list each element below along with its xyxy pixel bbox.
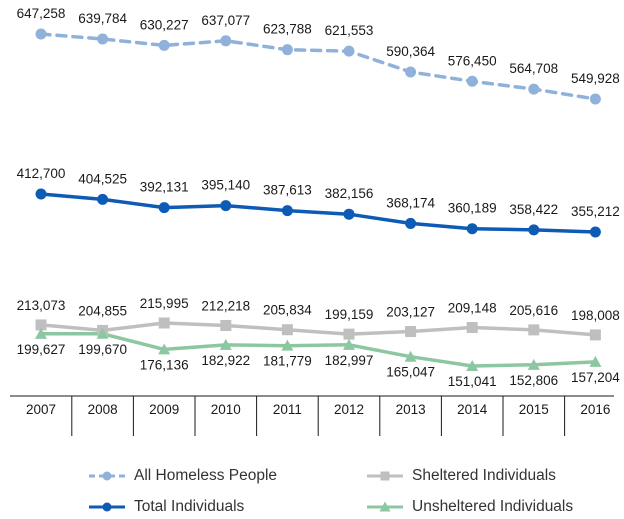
data-point-sheltered	[589, 329, 601, 341]
x-tick-label: 2014	[457, 402, 488, 417]
data-label-unsheltered: 182,997	[325, 353, 374, 368]
data-label-unsheltered: 199,670	[78, 342, 127, 357]
data-point-total-individuals	[220, 200, 232, 212]
data-label-sheltered: 212,218	[201, 299, 250, 314]
data-label-total-individuals: 404,525	[78, 171, 127, 186]
data-point-unsheltered	[35, 327, 47, 339]
data-point-unsheltered	[158, 343, 171, 355]
data-point-sheltered	[528, 324, 540, 336]
x-tick-label: 2013	[396, 402, 426, 417]
data-point-unsheltered	[96, 327, 109, 339]
data-label-all-homeless: 549,928	[571, 71, 620, 86]
series-line-unsheltered	[39, 332, 598, 368]
data-point-total-individuals	[158, 202, 170, 214]
data-point-all-homeless	[35, 28, 47, 40]
data-label-all-homeless: 621,553	[325, 23, 374, 38]
x-tick-label: 2009	[149, 402, 179, 417]
x-tick-label: 2008	[88, 402, 118, 417]
data-label-sheltered: 199,159	[325, 307, 374, 322]
data-point-sheltered	[466, 322, 478, 334]
data-label-total-individuals: 358,422	[509, 202, 558, 217]
data-label-unsheltered: 151,041	[448, 374, 497, 389]
data-point-total-individuals	[281, 205, 293, 217]
data-point-sheltered	[281, 324, 293, 336]
data-point-sheltered	[405, 326, 417, 338]
data-label-all-homeless: 637,077	[201, 13, 250, 28]
data-label-total-individuals: 412,700	[17, 166, 66, 181]
data-point-sheltered	[35, 319, 47, 331]
data-label-all-homeless: 639,784	[78, 11, 127, 26]
data-point-all-homeless	[220, 35, 232, 47]
data-label-sheltered: 215,995	[140, 296, 189, 311]
data-label-unsheltered: 181,779	[263, 354, 312, 369]
data-label-sheltered: 205,616	[509, 303, 558, 318]
series-line-sheltered	[39, 321, 598, 337]
data-point-total-individuals	[466, 223, 478, 235]
data-point-unsheltered	[466, 360, 479, 371]
data-label-all-homeless: 590,364	[386, 44, 435, 59]
data-label-total-individuals: 368,174	[386, 195, 435, 210]
data-label-sheltered: 205,834	[263, 303, 312, 318]
x-tick-label: 2011	[273, 402, 302, 417]
data-point-all-homeless	[466, 75, 478, 87]
data-label-unsheltered: 157,204	[571, 370, 620, 385]
data-point-all-homeless	[97, 33, 109, 45]
data-point-unsheltered	[404, 350, 417, 362]
data-point-all-homeless	[158, 39, 170, 51]
data-point-all-homeless	[528, 83, 540, 95]
data-label-sheltered: 204,855	[78, 303, 127, 318]
data-label-total-individuals: 360,189	[448, 201, 497, 216]
x-tick-label: 2010	[211, 402, 241, 417]
data-point-unsheltered	[589, 355, 602, 367]
data-point-all-homeless	[589, 93, 601, 105]
data-label-sheltered: 213,073	[17, 298, 66, 313]
data-label-total-individuals: 395,140	[201, 178, 250, 193]
data-label-total-individuals: 387,613	[263, 183, 312, 198]
data-point-total-individuals	[589, 226, 601, 238]
data-label-all-homeless: 647,258	[17, 6, 66, 21]
x-tick-label: 2016	[580, 402, 610, 417]
data-label-unsheltered: 176,136	[140, 357, 189, 372]
data-point-sheltered	[220, 320, 232, 332]
data-point-sheltered	[158, 317, 170, 329]
data-label-unsheltered: 152,806	[509, 373, 558, 388]
data-point-unsheltered	[281, 339, 294, 351]
data-point-total-individuals	[528, 224, 540, 236]
data-point-unsheltered	[219, 338, 232, 350]
data-label-all-homeless: 623,788	[263, 22, 312, 37]
data-label-unsheltered: 165,047	[386, 365, 435, 380]
data-point-total-individuals	[35, 188, 47, 200]
data-label-total-individuals: 382,156	[325, 186, 374, 201]
data-label-all-homeless: 576,450	[448, 53, 497, 68]
data-point-all-homeless	[281, 44, 293, 56]
x-tick-label: 2007	[26, 402, 56, 417]
data-label-sheltered: 198,008	[571, 308, 620, 323]
data-label-total-individuals: 392,131	[140, 180, 189, 195]
data-point-unsheltered	[343, 338, 355, 350]
series-line-all-homeless	[39, 32, 598, 101]
x-tick-label: 2015	[519, 402, 549, 417]
data-point-all-homeless	[343, 45, 355, 57]
data-point-total-individuals	[405, 217, 417, 229]
data-point-total-individuals	[343, 208, 355, 220]
data-label-unsheltered: 182,922	[201, 353, 250, 368]
data-label-sheltered: 203,127	[386, 305, 435, 320]
x-tick-label: 2012	[334, 402, 364, 417]
data-point-sheltered	[343, 328, 355, 340]
data-point-total-individuals	[97, 193, 109, 205]
data-label-all-homeless: 564,708	[509, 61, 558, 76]
data-label-sheltered: 209,148	[448, 301, 497, 316]
data-point-all-homeless	[405, 66, 417, 78]
data-label-all-homeless: 630,227	[140, 17, 189, 32]
data-label-unsheltered: 199,627	[17, 342, 66, 357]
series-line-total-individuals	[39, 192, 598, 234]
data-point-unsheltered	[527, 358, 540, 370]
data-label-total-individuals: 355,212	[571, 204, 620, 219]
